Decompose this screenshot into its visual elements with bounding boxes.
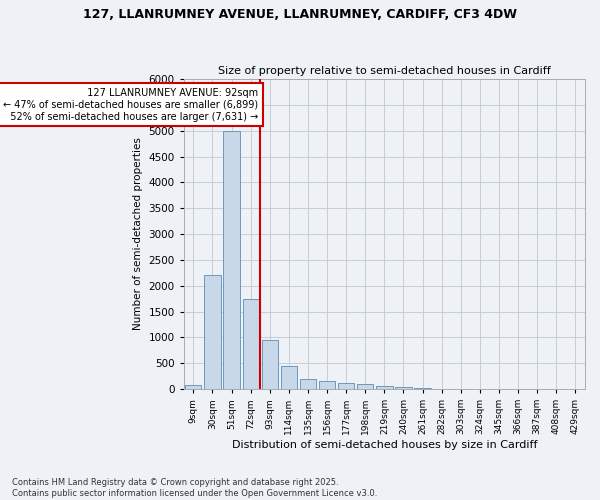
- Text: 127 LLANRUMNEY AVENUE: 92sqm
← 47% of semi-detached houses are smaller (6,899)
 : 127 LLANRUMNEY AVENUE: 92sqm ← 47% of se…: [3, 88, 258, 122]
- Bar: [338, 383, 354, 389]
- Bar: [185, 385, 202, 389]
- Bar: [242, 298, 259, 389]
- Y-axis label: Number of semi-detached properties: Number of semi-detached properties: [133, 138, 143, 330]
- Text: Contains HM Land Registry data © Crown copyright and database right 2025.
Contai: Contains HM Land Registry data © Crown c…: [12, 478, 377, 498]
- Bar: [434, 388, 450, 389]
- Bar: [281, 366, 297, 389]
- Text: 127, LLANRUMNEY AVENUE, LLANRUMNEY, CARDIFF, CF3 4DW: 127, LLANRUMNEY AVENUE, LLANRUMNEY, CARD…: [83, 8, 517, 20]
- Bar: [357, 384, 373, 389]
- Bar: [262, 340, 278, 389]
- Bar: [223, 130, 239, 389]
- Bar: [205, 276, 221, 389]
- Bar: [300, 378, 316, 389]
- X-axis label: Distribution of semi-detached houses by size in Cardiff: Distribution of semi-detached houses by …: [232, 440, 537, 450]
- Bar: [415, 388, 431, 389]
- Bar: [395, 387, 412, 389]
- Title: Size of property relative to semi-detached houses in Cardiff: Size of property relative to semi-detach…: [218, 66, 551, 76]
- Bar: [376, 386, 392, 389]
- Bar: [319, 382, 335, 389]
